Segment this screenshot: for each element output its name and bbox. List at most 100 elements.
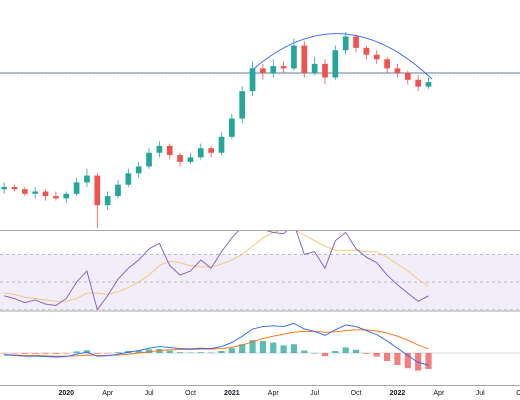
candle-body	[94, 175, 101, 206]
macd-histogram-bar	[311, 353, 318, 354]
candle-body	[249, 68, 256, 92]
candle-body	[373, 54, 380, 60]
macd-histogram-bar	[176, 352, 184, 353]
candle-body	[63, 193, 70, 199]
x-tick-label: Jul	[145, 390, 154, 397]
macd-signal-line	[4, 329, 429, 357]
macd-histogram-bar	[383, 353, 391, 361]
candle-body	[363, 47, 370, 55]
candle-body	[1, 186, 7, 190]
macd-histogram-bar	[321, 353, 329, 357]
arc-drawing	[249, 33, 433, 80]
macd-histogram-bar	[363, 353, 370, 354]
macd-histogram-bar	[11, 353, 18, 354]
x-tick-label: Apr	[268, 390, 280, 397]
candle-body	[394, 68, 401, 73]
x-tick-label: Jul	[310, 390, 319, 397]
rsi-line	[3, 231, 429, 310]
macd-histogram-bar	[197, 352, 204, 353]
macd-histogram-bar	[259, 341, 267, 353]
candle-body	[239, 91, 246, 119]
macd-histogram-bar	[166, 350, 173, 353]
candle-body	[21, 189, 28, 194]
macd-histogram-bar	[425, 353, 432, 369]
macd-histogram-bar	[415, 353, 422, 371]
macd-histogram-bar	[332, 351, 339, 353]
macd-histogram-bar	[404, 353, 411, 369]
macd-histogram-bar	[249, 340, 256, 353]
candle-body	[270, 66, 277, 73]
x-tick-label: Apr	[102, 390, 114, 397]
candle-body	[177, 155, 183, 162]
candle-body	[415, 79, 421, 87]
candle-body	[125, 173, 132, 185]
macd-histogram-bar	[94, 353, 101, 354]
candle-body	[260, 68, 266, 73]
macd-histogram-bar	[352, 349, 360, 353]
candle-body	[32, 191, 39, 194]
candle-body	[11, 186, 18, 190]
macd-histogram-bar	[42, 353, 49, 354]
x-tick-label: Apr	[433, 390, 445, 397]
macd-histogram-bar	[373, 353, 380, 357]
macd-histogram-bar	[63, 353, 70, 354]
macd-histogram-bar	[270, 342, 277, 353]
macd-histogram-bar	[218, 351, 225, 353]
macd-histogram-bar	[1, 353, 8, 354]
x-tick-label: Oct	[516, 390, 520, 397]
macd-histogram-bar	[135, 350, 142, 353]
candle-body	[291, 45, 297, 69]
macd-histogram-bar	[32, 353, 39, 354]
macd-pane	[0, 322, 520, 371]
candle-body	[229, 118, 235, 137]
x-tick-label: 2021	[224, 390, 240, 397]
candle-body	[84, 175, 90, 183]
candle-body	[404, 72, 411, 80]
macd-histogram-bar	[145, 349, 153, 353]
macd-histogram-bar	[228, 348, 235, 353]
candle-body	[135, 166, 142, 174]
macd-histogram-bar	[342, 347, 349, 353]
macd-histogram-bar	[83, 350, 91, 353]
x-tick-label: Oct	[185, 390, 196, 397]
macd-histogram-bar	[239, 344, 246, 353]
candle-body	[301, 45, 308, 73]
candle-body	[332, 50, 339, 78]
macd-histogram-bar	[21, 353, 28, 354]
macd-histogram-bar	[187, 352, 194, 354]
candle-body	[342, 36, 349, 51]
candle-body	[73, 182, 80, 194]
macd-histogram-bar	[52, 353, 59, 354]
macd-line	[4, 322, 429, 366]
macd-histogram-bar	[290, 344, 298, 353]
candle-body	[187, 157, 194, 162]
candle-body	[311, 63, 318, 73]
rsi-pane	[0, 231, 520, 310]
macd-histogram-bar	[394, 353, 401, 365]
x-tick-label: 2020	[58, 390, 74, 397]
time-axis: 2020 Apr Jul Oct 2021 Apr Jul Oct 2022 Apr Jul Oct	[58, 390, 520, 397]
candle-body	[322, 63, 328, 78]
price-pane	[1, 31, 432, 228]
candle-body	[166, 145, 173, 156]
macd-histogram-bar	[280, 345, 287, 353]
candle-body	[115, 184, 121, 197]
candle-body	[425, 82, 432, 87]
macd-histogram-bar	[73, 351, 80, 353]
x-tick-label: Jul	[476, 390, 485, 397]
macd-histogram-bar	[301, 350, 308, 353]
candle-body	[53, 196, 59, 199]
x-tick-label: 2022	[390, 390, 406, 397]
candle-body	[104, 196, 111, 206]
macd-histogram-bar	[114, 352, 122, 353]
candle-body	[156, 145, 163, 153]
candle-body	[384, 59, 390, 69]
candle-body	[197, 148, 204, 158]
candle-body	[353, 36, 359, 48]
candle-body	[280, 66, 287, 69]
macd-histogram-bar	[104, 353, 111, 354]
candle-body	[146, 152, 152, 167]
candle-body	[218, 136, 225, 153]
macd-histogram-bar	[208, 352, 215, 354]
